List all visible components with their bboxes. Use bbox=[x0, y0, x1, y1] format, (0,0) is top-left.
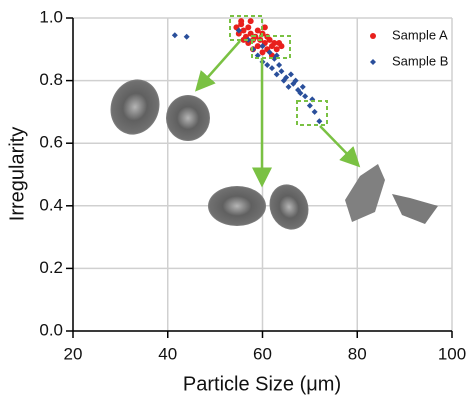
arrow bbox=[319, 125, 361, 168]
y-tick-label: 0.8 bbox=[39, 70, 63, 89]
legend-marker bbox=[370, 33, 376, 39]
y-tick-label: 0.6 bbox=[39, 133, 63, 152]
point bbox=[292, 77, 299, 84]
x-tick-label: 60 bbox=[253, 344, 272, 363]
point bbox=[254, 43, 261, 50]
point bbox=[238, 18, 245, 25]
point bbox=[278, 68, 285, 75]
point bbox=[299, 83, 306, 90]
point bbox=[316, 118, 323, 125]
point bbox=[283, 74, 290, 81]
y-tick-label: 0.2 bbox=[39, 258, 63, 277]
particle-image bbox=[208, 186, 266, 226]
particle-image bbox=[345, 164, 385, 222]
point bbox=[245, 24, 252, 31]
highlight-box bbox=[251, 35, 291, 59]
points bbox=[171, 18, 323, 125]
point bbox=[287, 71, 294, 78]
point bbox=[261, 24, 268, 31]
x-tick-label: 20 bbox=[64, 344, 83, 363]
point bbox=[268, 65, 275, 72]
point bbox=[259, 43, 266, 50]
point bbox=[266, 49, 273, 56]
point bbox=[302, 93, 309, 100]
point bbox=[278, 43, 285, 50]
x-tick-label: 80 bbox=[348, 344, 367, 363]
point bbox=[273, 46, 280, 53]
legend: Sample A Sample B bbox=[370, 27, 448, 68]
point bbox=[247, 18, 254, 25]
point bbox=[264, 61, 271, 68]
axes: 20 40 60 80 100 0.0 0.2 0.4 0.6 0.8 1.0 bbox=[39, 7, 466, 363]
x-axis-label: Particle Size (μm) bbox=[183, 373, 341, 395]
legend-label: Sample B bbox=[392, 53, 448, 68]
y-tick-label: 0.0 bbox=[39, 320, 63, 339]
point bbox=[245, 36, 252, 43]
y-tick-label: 1.0 bbox=[39, 7, 63, 26]
point bbox=[254, 27, 261, 34]
point bbox=[183, 33, 190, 40]
particle-image bbox=[110, 79, 160, 135]
y-axis-label: Irregularity bbox=[6, 127, 28, 221]
point bbox=[273, 71, 280, 78]
x-tick-label: 100 bbox=[438, 344, 466, 363]
point bbox=[259, 49, 266, 56]
point bbox=[311, 108, 318, 115]
particle-image bbox=[166, 95, 210, 141]
particle-image bbox=[269, 184, 309, 230]
point bbox=[240, 27, 247, 34]
point bbox=[171, 32, 178, 39]
y-tick-label: 0.4 bbox=[39, 195, 63, 214]
x-tick-label: 40 bbox=[158, 344, 177, 363]
point bbox=[266, 36, 273, 43]
point bbox=[285, 83, 292, 90]
highlight-box bbox=[229, 15, 263, 41]
highlight-box bbox=[296, 100, 328, 126]
insets bbox=[110, 15, 438, 230]
point bbox=[271, 40, 278, 47]
particle-image bbox=[392, 194, 438, 224]
legend-marker bbox=[370, 59, 376, 65]
arrow bbox=[195, 40, 241, 92]
point bbox=[297, 90, 304, 97]
point bbox=[306, 102, 313, 109]
point bbox=[235, 30, 242, 37]
point bbox=[245, 40, 252, 47]
point bbox=[235, 27, 242, 34]
legend-label: Sample A bbox=[392, 27, 448, 42]
point bbox=[276, 61, 283, 68]
